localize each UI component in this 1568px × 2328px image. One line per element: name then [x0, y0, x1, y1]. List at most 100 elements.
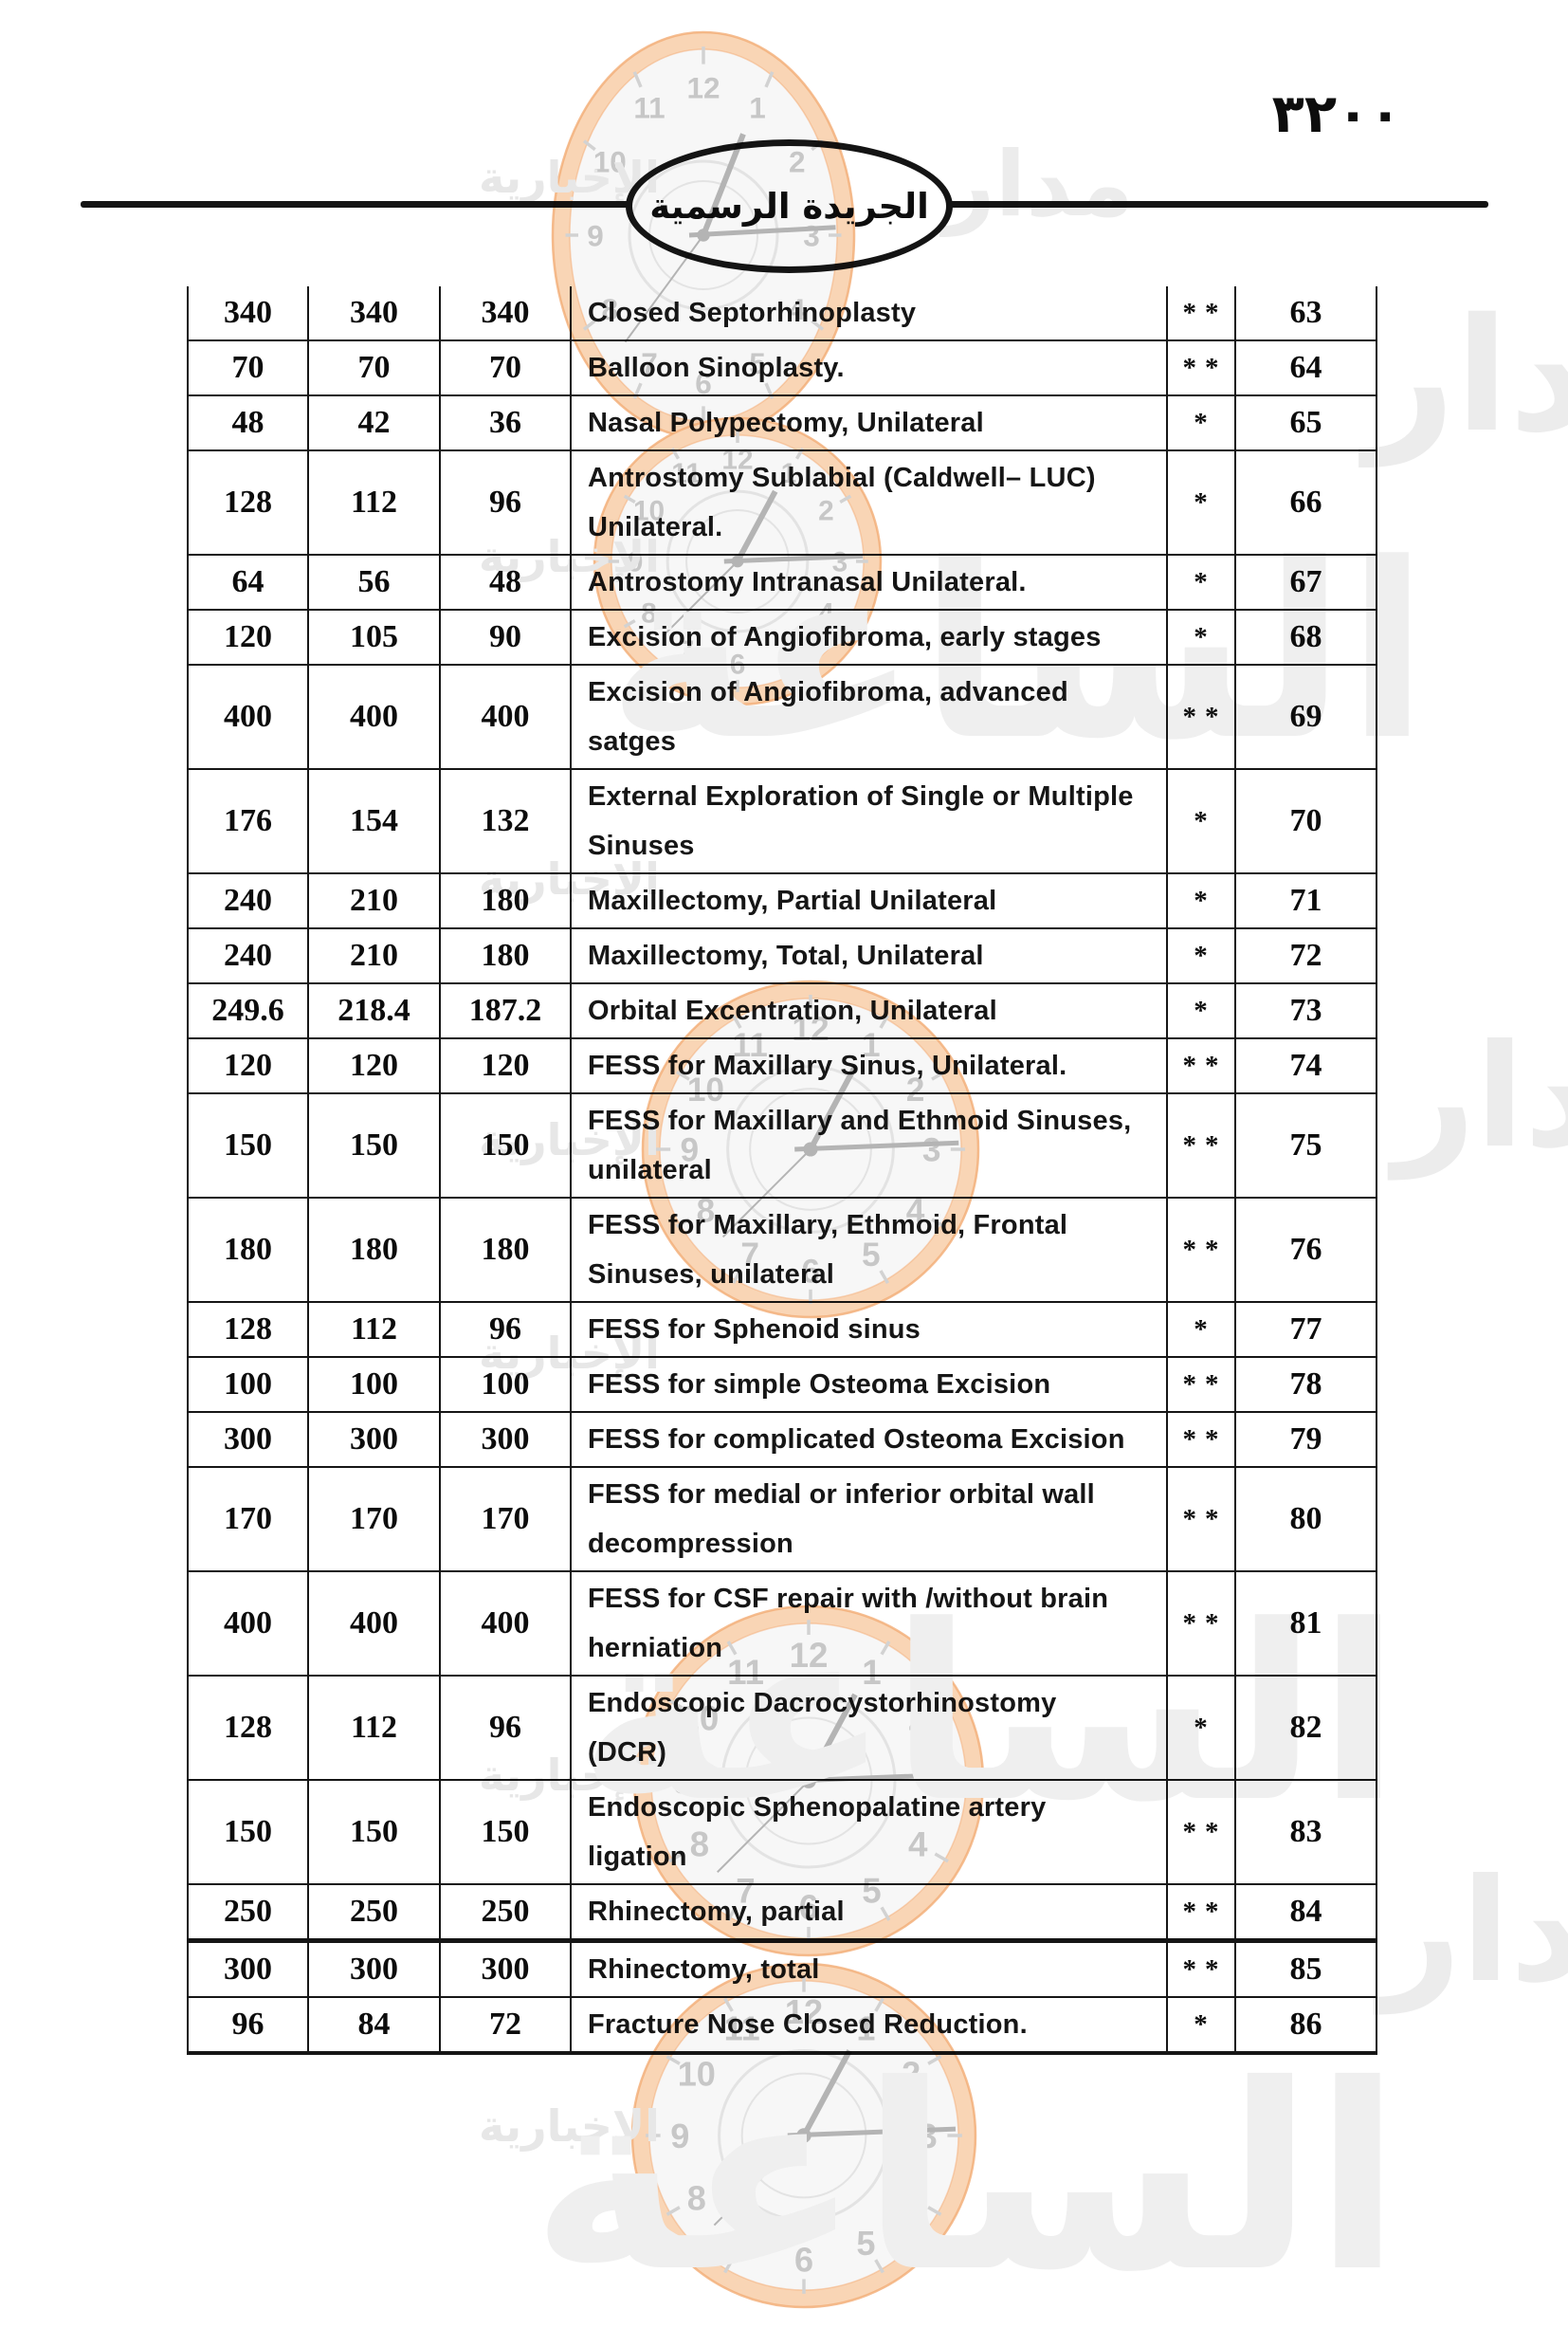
fee-tier-1-cell: 400 — [187, 664, 309, 770]
fee-tier-1-cell: 128 — [187, 449, 309, 556]
asterisk-cell: * — [1166, 768, 1236, 874]
table-row: 400 400 400 Excision of Angiofibroma, ad… — [187, 664, 1377, 770]
fee-tier-2-cell: 170 — [307, 1466, 441, 1572]
fee-tier-1-cell: 150 — [187, 1092, 309, 1199]
fee-tier-2-cell: 150 — [307, 1779, 441, 1885]
table-row: 240 210 180 Maxillectomy, Partial Unilat… — [187, 872, 1377, 929]
fee-tier-2-cell: 210 — [307, 927, 441, 984]
table-row: 48 42 36 Nasal Polypectomy, Unilateral *… — [187, 394, 1377, 451]
table-row: 96 84 72 Fracture Nose Closed Reduction.… — [187, 1996, 1377, 2055]
procedure-fees-table: 340 340 340 Closed Septorhinoplasty ** 6… — [187, 286, 1377, 2055]
asterisk-cell: ** — [1166, 1092, 1236, 1199]
asterisk-cell: ** — [1166, 1197, 1236, 1303]
fee-tier-2-cell: 180 — [307, 1197, 441, 1303]
serial-cell: 65 — [1234, 394, 1377, 451]
serial-cell: 71 — [1234, 872, 1377, 929]
procedure-cell: FESS for Maxillary and Ethmoid Sinuses, u… — [570, 1092, 1168, 1199]
fee-tier-3-cell: 96 — [439, 1301, 572, 1358]
fee-tier-2-cell: 120 — [307, 1037, 441, 1094]
svg-text:5: 5 — [856, 2224, 875, 2263]
fee-tier-1-cell: 250 — [187, 1883, 309, 1943]
fee-tier-2-cell: 105 — [307, 609, 441, 666]
fee-tier-1-cell: 70 — [187, 339, 309, 396]
fee-tier-3-cell: 400 — [439, 1570, 572, 1677]
fee-tier-3-cell: 150 — [439, 1092, 572, 1199]
procedure-cell: Excision of Angiofibroma, early stages — [570, 609, 1168, 666]
procedure-cell: FESS for complicated Osteoma Excision — [570, 1411, 1168, 1468]
table-row: 249.6 218.4 187.2 Orbital Excentration, … — [187, 982, 1377, 1039]
asterisk-cell: * — [1166, 394, 1236, 451]
asterisk-cell: ** — [1166, 1570, 1236, 1677]
gazette-title: الجريدة الرسمية — [649, 186, 929, 227]
serial-cell: 81 — [1234, 1570, 1377, 1677]
fee-tier-2-cell: 400 — [307, 1570, 441, 1677]
asterisk-cell: ** — [1166, 1883, 1236, 1943]
serial-cell: 73 — [1234, 982, 1377, 1039]
table-row: 176 154 132 External Exploration of Sing… — [187, 768, 1377, 874]
procedure-cell: Maxillectomy, Total, Unilateral — [570, 927, 1168, 984]
fee-tier-2-cell: 154 — [307, 768, 441, 874]
serial-cell: 67 — [1234, 554, 1377, 611]
serial-cell: 72 — [1234, 927, 1377, 984]
fee-tier-2-cell: 84 — [307, 1996, 441, 2055]
gazette-page: ٣٢٠٠ الجريدة الرسمية 340 340 340 Closed … — [81, 83, 1488, 2055]
procedure-cell: Rhinectomy, total — [570, 1939, 1168, 1998]
fee-tier-3-cell: 70 — [439, 339, 572, 396]
table-row: 250 250 250 Rhinectomy, partial ** 84 — [187, 1883, 1377, 1943]
procedure-cell: Antrostomy Intranasal Unilateral. — [570, 554, 1168, 611]
fee-tier-1-cell: 120 — [187, 1037, 309, 1094]
serial-cell: 79 — [1234, 1411, 1377, 1468]
table-row: 128 112 96 Antrostomy Sublabial (Caldwel… — [187, 449, 1377, 556]
gazette-title-badge: الجريدة الرسمية — [626, 139, 953, 273]
procedure-cell: Endoscopic Sphenopalatine artery ligation — [570, 1779, 1168, 1885]
fee-tier-3-cell: 300 — [439, 1939, 572, 1998]
serial-cell: 83 — [1234, 1779, 1377, 1885]
serial-cell: 84 — [1234, 1883, 1377, 1943]
table-row: 180 180 180 FESS for Maxillary, Ethmoid,… — [187, 1197, 1377, 1303]
asterisk-cell: * — [1166, 982, 1236, 1039]
procedure-cell: FESS for Sphenoid sinus — [570, 1301, 1168, 1358]
asterisk-cell: ** — [1166, 1939, 1236, 1998]
serial-cell: 82 — [1234, 1675, 1377, 1781]
svg-text:6: 6 — [794, 2241, 813, 2280]
fee-tier-1-cell: 100 — [187, 1356, 309, 1413]
fee-tier-1-cell: 176 — [187, 768, 309, 874]
asterisk-cell: ** — [1166, 1411, 1236, 1468]
table-row: 70 70 70 Balloon Sinoplasty. ** 64 — [187, 339, 1377, 396]
table-row: 150 150 150 FESS for Maxillary and Ethmo… — [187, 1092, 1377, 1199]
fee-tier-1-cell: 64 — [187, 554, 309, 611]
procedure-cell: Fracture Nose Closed Reduction. — [570, 1996, 1168, 2055]
serial-cell: 77 — [1234, 1301, 1377, 1358]
page-number: ٣٢٠٠ — [1271, 83, 1402, 145]
fee-tier-2-cell: 218.4 — [307, 982, 441, 1039]
fee-tier-1-cell: 128 — [187, 1301, 309, 1358]
asterisk-cell: * — [1166, 609, 1236, 666]
fee-tier-1-cell: 340 — [187, 286, 309, 341]
asterisk-cell: * — [1166, 1675, 1236, 1781]
serial-cell: 68 — [1234, 609, 1377, 666]
asterisk-cell: * — [1166, 927, 1236, 984]
serial-cell: 75 — [1234, 1092, 1377, 1199]
procedure-cell: Endoscopic Dacrocystorhinostomy (DCR) — [570, 1675, 1168, 1781]
serial-cell: 78 — [1234, 1356, 1377, 1413]
table-row: 64 56 48 Antrostomy Intranasal Unilatera… — [187, 554, 1377, 611]
fee-tier-1-cell: 170 — [187, 1466, 309, 1572]
table-row: 128 112 96 Endoscopic Dacrocystorhinosto… — [187, 1675, 1377, 1781]
fee-tier-1-cell: 180 — [187, 1197, 309, 1303]
fee-tier-2-cell: 100 — [307, 1356, 441, 1413]
fee-tier-3-cell: 96 — [439, 449, 572, 556]
procedure-cell: Excision of Angiofibroma, advanced satges — [570, 664, 1168, 770]
serial-cell: 66 — [1234, 449, 1377, 556]
serial-cell: 70 — [1234, 768, 1377, 874]
asterisk-cell: ** — [1166, 1779, 1236, 1885]
fee-tier-3-cell: 132 — [439, 768, 572, 874]
fee-tier-3-cell: 72 — [439, 1996, 572, 2055]
procedure-cell: FESS for CSF repair with /without brain h… — [570, 1570, 1168, 1677]
fee-tier-3-cell: 400 — [439, 664, 572, 770]
procedure-cell: FESS for Maxillary, Ethmoid, Frontal Sinu… — [570, 1197, 1168, 1303]
serial-cell: 76 — [1234, 1197, 1377, 1303]
fee-tier-1-cell: 249.6 — [187, 982, 309, 1039]
serial-cell: 86 — [1234, 1996, 1377, 2055]
table-row: 340 340 340 Closed Septorhinoplasty ** 6… — [187, 286, 1377, 341]
fee-tier-1-cell: 48 — [187, 394, 309, 451]
